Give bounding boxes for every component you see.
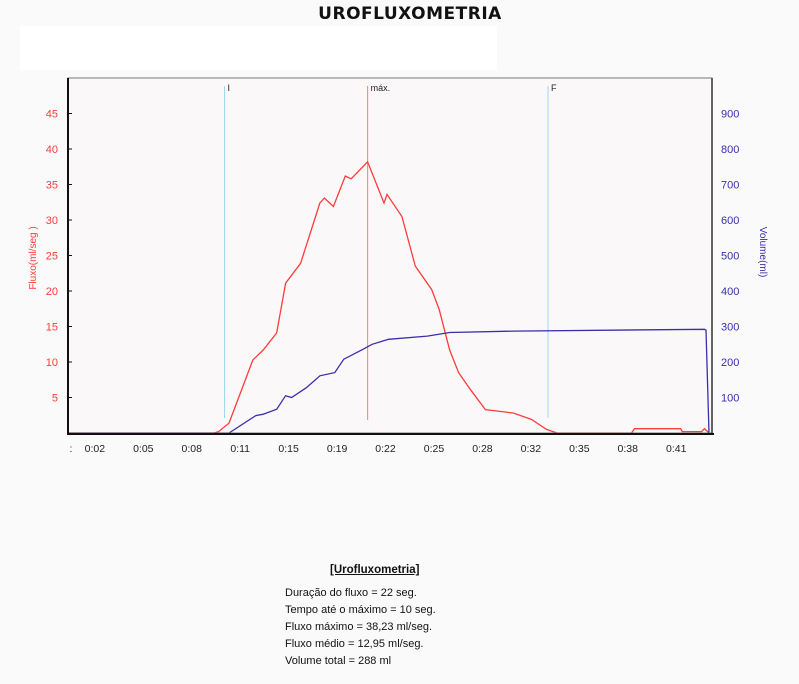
y-axis-right-label: Volume(ml) bbox=[757, 227, 768, 278]
summary-heading: [Urofluxometria] bbox=[330, 564, 420, 576]
y-right-tick-label: 700 bbox=[721, 180, 739, 192]
y-right-tick-label: 100 bbox=[721, 393, 739, 405]
marker-label: F bbox=[551, 83, 557, 93]
summary-panel: [Urofluxometria] Duração do fluxo = 22 s… bbox=[285, 562, 436, 670]
x-tick-label: 0:19 bbox=[327, 443, 348, 455]
y-left-tick-label: 10 bbox=[46, 357, 58, 369]
y-axis-left-label: Fluxo(ml/seg ) bbox=[28, 226, 39, 289]
x-tick-label: 0:41 bbox=[666, 443, 687, 455]
y-left-tick-label: 30 bbox=[46, 215, 58, 227]
summary-line-mean-flow: Fluxo médio = 12,95 ml/seg. bbox=[285, 638, 424, 650]
y-right-tick-label: 500 bbox=[721, 251, 739, 263]
y-left-tick-label: 25 bbox=[46, 251, 58, 263]
plot-area bbox=[68, 78, 712, 433]
y-left-tick-label: 45 bbox=[46, 109, 58, 121]
x-tick-label: 0:02 bbox=[85, 443, 106, 455]
x-tick-label: 0:25 bbox=[424, 443, 445, 455]
y-right-tick-label: 800 bbox=[721, 144, 739, 156]
marker-label: máx. bbox=[371, 83, 391, 93]
y-left-tick-label: 35 bbox=[46, 180, 58, 192]
blank-header-box bbox=[20, 26, 497, 70]
x-tick-label: 0:32 bbox=[521, 443, 542, 455]
summary-line-total-volume: Volume total = 288 ml bbox=[285, 655, 392, 667]
x-tick-label: 0:11 bbox=[230, 443, 250, 455]
x-tick-label: : bbox=[70, 443, 73, 455]
report-title: UROFLUXOMETRIA bbox=[318, 4, 502, 24]
flow-series-line bbox=[68, 160, 710, 434]
y-right-tick-label: 300 bbox=[721, 322, 739, 334]
x-tick-label: 0:08 bbox=[182, 443, 203, 455]
y-right-tick-label: 400 bbox=[721, 286, 739, 298]
summary-line-max-flow: Fluxo máximo = 38,23 ml/seg. bbox=[285, 621, 433, 633]
x-tick-label: 0:28 bbox=[472, 443, 493, 455]
marker-label: I bbox=[228, 83, 231, 93]
summary-line-duration: Duração do fluxo = 22 seg. bbox=[285, 587, 417, 599]
y-right-tick-label: 900 bbox=[721, 109, 739, 121]
volume-series-line bbox=[68, 328, 710, 434]
y-left-tick-label: 40 bbox=[46, 144, 58, 156]
y-right-tick-label: 200 bbox=[721, 357, 739, 369]
summary-line-time-to-max: Tempo até o máximo = 10 seg. bbox=[285, 604, 436, 616]
y-left-tick-label: 20 bbox=[46, 286, 58, 298]
y-left-tick-label: 5 bbox=[52, 393, 58, 405]
y-left-tick-label: 15 bbox=[46, 322, 58, 334]
x-tick-label: 0:38 bbox=[618, 443, 639, 455]
x-tick-label: 0:15 bbox=[278, 443, 299, 455]
x-tick-label: 0:22 bbox=[375, 443, 396, 455]
x-tick-label: 0:35 bbox=[569, 443, 590, 455]
x-tick-label: 0:05 bbox=[133, 443, 154, 455]
y-right-tick-label: 600 bbox=[721, 215, 739, 227]
